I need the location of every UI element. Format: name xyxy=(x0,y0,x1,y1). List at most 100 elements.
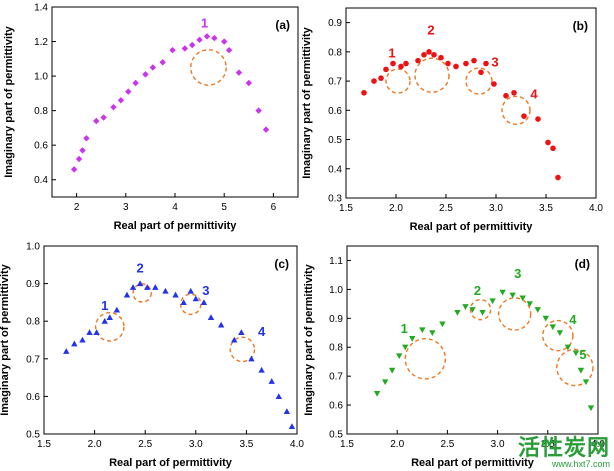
data-point xyxy=(429,330,436,336)
x-tick-label: 2.0 xyxy=(389,203,403,214)
x-tick-label: 3 xyxy=(123,202,129,213)
data-point xyxy=(587,405,595,412)
x-tick-label: 6 xyxy=(271,202,277,213)
panel-a: 2 3 4 5 6 0.4 0.6 0.8 1.0 1.2 1.4 Real part of perm… xyxy=(3,3,299,232)
data-point xyxy=(511,89,517,96)
data-point xyxy=(503,92,509,99)
annotation-label: 5 xyxy=(579,347,586,362)
data-point xyxy=(93,117,100,125)
annotation-label: 4 xyxy=(258,324,266,339)
data-point xyxy=(75,155,83,163)
x-tick-label: 2 xyxy=(74,202,80,213)
annotation-label: 4 xyxy=(569,312,577,327)
data-point xyxy=(142,71,149,78)
highlight-circle xyxy=(542,319,574,352)
panel-tag: (d) xyxy=(575,257,590,271)
data-point xyxy=(381,379,389,386)
data-point xyxy=(100,114,107,121)
data-point xyxy=(248,355,255,362)
data-point xyxy=(479,309,486,316)
data-point xyxy=(396,353,403,360)
y-tick-label: 0.9 xyxy=(329,314,343,325)
data-point xyxy=(200,299,208,305)
plot-frame xyxy=(345,7,597,199)
data-point xyxy=(462,304,469,310)
data-point xyxy=(79,336,86,343)
x-tick-label: 2.0 xyxy=(88,439,102,450)
x-tick-label: 2.5 xyxy=(439,203,453,214)
data-point xyxy=(238,329,245,336)
x-tick-label: 3.5 xyxy=(539,203,553,214)
annotation-label: 1 xyxy=(101,298,108,313)
y-tick-label: 0.7 xyxy=(26,354,40,365)
y-tick-label: 1.0 xyxy=(34,72,48,83)
data-point xyxy=(159,59,166,66)
highlight-circle xyxy=(556,348,594,387)
data-point xyxy=(471,57,477,64)
data-point xyxy=(152,284,159,290)
x-tick-label: 3.0 xyxy=(489,203,503,214)
highlight-circle xyxy=(94,311,125,342)
y-tick-label: 0.4 xyxy=(328,164,342,175)
data-point xyxy=(409,335,416,342)
highlight-circle xyxy=(229,336,256,363)
x-tick-label: 3.5 xyxy=(541,439,555,450)
data-point xyxy=(378,75,384,81)
watermark-logo: 活性炭网 www.hxt7.com xyxy=(518,437,610,470)
data-point xyxy=(390,60,396,67)
data-point xyxy=(106,314,113,320)
panel-tag: (b) xyxy=(573,19,588,33)
highlight-circle xyxy=(385,68,411,94)
data-point xyxy=(255,107,262,114)
x-tick-label: 4.0 xyxy=(591,439,605,450)
plot-frame xyxy=(43,245,298,435)
data-point xyxy=(225,46,233,54)
y-tick-label: 1.0 xyxy=(26,242,40,253)
data-point xyxy=(534,307,541,313)
y-tick-label: 0.8 xyxy=(34,106,48,117)
data-point xyxy=(262,126,270,133)
panel-d: 1.5 2.0 2.5 3.0 3.5 4.0 0.5 0.6 0.7 0.8 0.9 1.0 1.1 R… xyxy=(303,245,605,469)
x-tick-label: 1.5 xyxy=(340,439,354,450)
watermark-url-text: www.hxt7.com xyxy=(551,459,610,469)
annotation-label: 1 xyxy=(388,46,395,61)
x-tick-label: 2.5 xyxy=(138,439,152,450)
annotation-label: 2 xyxy=(427,22,434,37)
data-point xyxy=(572,350,580,357)
annotation-label: 2 xyxy=(137,260,144,275)
data-point xyxy=(136,280,144,287)
data-point xyxy=(63,348,70,354)
x-tick-label: 2.5 xyxy=(440,439,454,450)
highlight-circle xyxy=(501,95,531,126)
data-point xyxy=(521,113,527,119)
x-tick-label: 4.0 xyxy=(290,439,304,450)
y-tick-label: 0.5 xyxy=(329,430,343,441)
data-point xyxy=(189,41,196,49)
data-point xyxy=(187,287,194,294)
data-point xyxy=(499,289,506,296)
x-tick-label: 3.0 xyxy=(189,439,203,450)
y-tick-label: 0.6 xyxy=(34,141,48,152)
y-tick-label: 0.7 xyxy=(329,372,343,383)
data-point xyxy=(469,307,476,313)
data-point xyxy=(221,38,228,45)
x-axis-title: Real part of permittivity xyxy=(410,221,534,233)
y-tick-label: 0.9 xyxy=(328,18,342,29)
data-point xyxy=(542,315,549,322)
data-point xyxy=(123,291,131,298)
data-point xyxy=(245,79,252,87)
data-point xyxy=(509,292,516,299)
highlight-circle xyxy=(132,283,152,303)
plot-frame xyxy=(346,245,599,435)
data-point xyxy=(268,378,275,384)
annotation-label: 3 xyxy=(514,266,521,281)
data-point xyxy=(403,60,409,67)
annotation-label: 4 xyxy=(530,87,538,102)
data-point xyxy=(70,166,78,173)
plot-frame xyxy=(51,6,299,198)
data-point xyxy=(439,321,446,328)
data-point xyxy=(483,60,489,67)
data-point xyxy=(101,318,108,324)
data-point xyxy=(426,49,432,55)
x-tick-label: 5 xyxy=(221,202,227,213)
